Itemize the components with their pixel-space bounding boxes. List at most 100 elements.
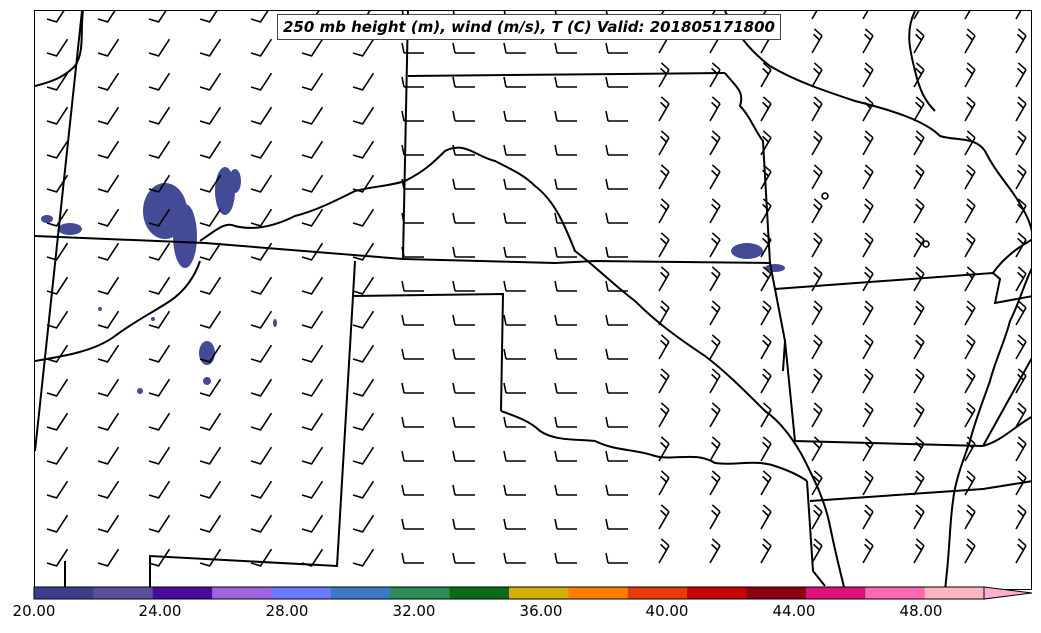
- wind-barb: [760, 164, 772, 190]
- wind-barb: [913, 62, 925, 88]
- wind-barb: [46, 11, 69, 23]
- wind-barb: [199, 174, 222, 193]
- wind-barb: [250, 344, 273, 363]
- wind-barb: [46, 548, 69, 567]
- wind-barb: [199, 242, 222, 261]
- wind-barb: [401, 110, 424, 122]
- wind-barb: [199, 378, 222, 397]
- wind-barb: [811, 538, 823, 564]
- boundary-line: [199, 146, 846, 589]
- wind-barb: [250, 276, 273, 295]
- wind-barb: [148, 412, 171, 431]
- wind-barb: [46, 276, 69, 295]
- wind-barb: [811, 402, 823, 428]
- colorbar-extend-arrow: [983, 586, 1033, 600]
- wind-barb: [964, 334, 976, 360]
- wind-barb: [554, 76, 577, 88]
- wind-barb: [862, 368, 874, 394]
- wind-barb: [199, 514, 222, 533]
- wind-barb: [97, 514, 120, 533]
- wind-barb: [605, 382, 628, 394]
- wind-barb: [301, 174, 324, 193]
- boundary-line: [35, 11, 83, 452]
- wind-barb: [1015, 96, 1027, 122]
- colorbar-cell: [924, 587, 985, 599]
- wind-barb: [503, 246, 526, 258]
- wind-barb: [658, 368, 670, 394]
- wind-barb: [605, 416, 628, 428]
- wind-barb: [148, 72, 171, 91]
- wind-barb: [554, 450, 577, 462]
- calm-wind-circle: [821, 192, 829, 200]
- wind-barb: [554, 416, 577, 428]
- wind-barb: [503, 314, 526, 326]
- wind-barb: [811, 28, 823, 54]
- boundary-line: [982, 480, 1031, 490]
- wind-barb: [760, 300, 772, 326]
- wind-barb: [148, 11, 171, 23]
- wind-barb: [97, 140, 120, 159]
- wind-barb: [811, 436, 823, 462]
- wind-barb: [1015, 232, 1027, 258]
- wind-barb: [352, 106, 375, 125]
- wind-barb: [97, 11, 120, 23]
- wind-barb: [46, 344, 69, 363]
- wind-barb: [503, 42, 526, 54]
- wind-barb: [401, 348, 424, 360]
- wind-barb: [760, 266, 772, 292]
- wind-barb: [913, 28, 925, 54]
- wind-barb: [964, 538, 976, 564]
- wind-barb: [148, 38, 171, 57]
- wind-barb: [503, 178, 526, 190]
- temperature-fill: [41, 215, 53, 223]
- wind-barb: [964, 300, 976, 326]
- wind-barb: [709, 266, 721, 292]
- wind-barb: [811, 504, 823, 530]
- boundary-line: [944, 267, 1031, 589]
- wind-barb: [452, 280, 475, 292]
- wind-barb: [97, 412, 120, 431]
- wind-barb: [301, 208, 324, 227]
- wind-barb: [1015, 11, 1027, 20]
- wind-barb: [913, 11, 925, 20]
- wind-barb: [148, 310, 171, 329]
- wind-barb: [352, 174, 375, 193]
- wind-barb: [913, 470, 925, 496]
- wind-barb: [46, 72, 69, 91]
- wind-barb: [401, 518, 424, 530]
- wind-barb: [452, 144, 475, 156]
- wind-barb: [352, 140, 375, 159]
- colorbar-cell: [34, 587, 94, 599]
- wind-barb: [46, 242, 69, 261]
- boundary-line: [992, 238, 1031, 274]
- temperature-fill: [173, 204, 197, 268]
- wind-barbs: [46, 11, 1027, 567]
- wind-barb: [301, 378, 324, 397]
- wind-barb: [452, 382, 475, 394]
- wind-barb: [301, 106, 324, 125]
- wind-barb: [250, 378, 273, 397]
- wind-barb: [199, 480, 222, 499]
- wind-barb: [811, 130, 823, 156]
- wind-barb: [605, 484, 628, 496]
- wind-barb: [46, 378, 69, 397]
- temperature-fill: [137, 388, 143, 394]
- boundary-line: [500, 410, 808, 482]
- wind-barb: [97, 72, 120, 91]
- wind-barb: [554, 382, 577, 394]
- wind-barb: [401, 450, 424, 462]
- wind-barb: [148, 140, 171, 159]
- wind-barb: [352, 310, 375, 329]
- wind-barb: [452, 42, 475, 54]
- wind-barb: [554, 144, 577, 156]
- wind-barb: [811, 300, 823, 326]
- wind-barb: [862, 504, 874, 530]
- wind-barb: [1015, 538, 1027, 564]
- wind-barb: [503, 450, 526, 462]
- wind-barb: [401, 552, 424, 564]
- colorbar-cell: [805, 587, 866, 599]
- colorbar-cell: [568, 587, 629, 599]
- wind-barb: [913, 266, 925, 292]
- wind-barb: [1015, 198, 1027, 224]
- wind-barb: [760, 436, 772, 462]
